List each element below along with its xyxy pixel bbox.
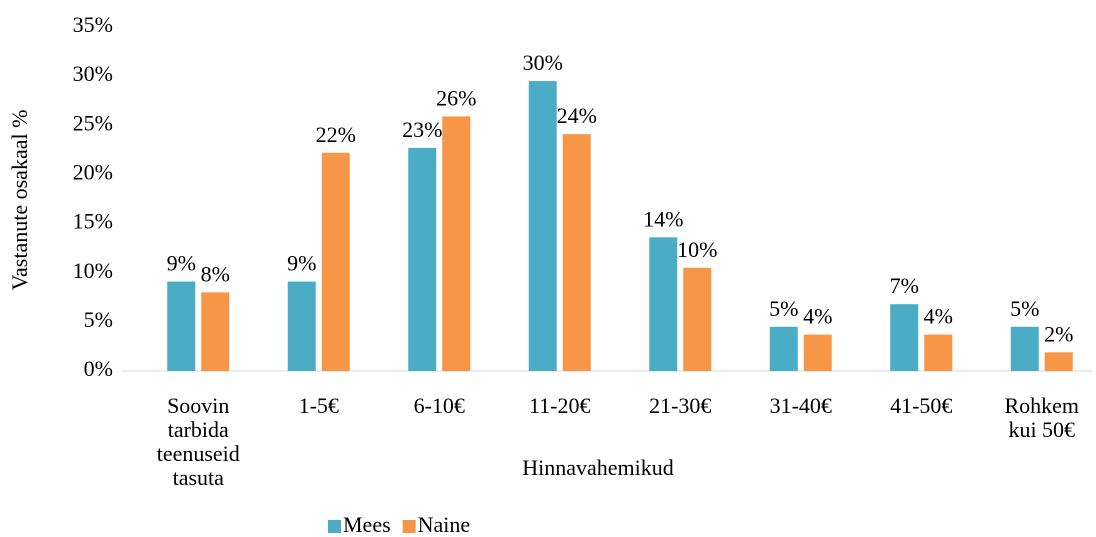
x-tick-label: 21-30€ bbox=[649, 393, 712, 418]
y-tick-label: 20% bbox=[73, 159, 113, 184]
x-tick-label: 31-40€ bbox=[769, 393, 832, 418]
legend-label: Mees bbox=[343, 512, 391, 537]
y-tick-label: 25% bbox=[73, 110, 113, 135]
data-label: 26% bbox=[436, 85, 476, 110]
bar bbox=[201, 292, 230, 371]
x-tick-label: 11-20€ bbox=[528, 393, 591, 418]
bar bbox=[321, 152, 350, 371]
bar bbox=[1010, 326, 1039, 371]
data-label: 10% bbox=[677, 237, 717, 262]
data-label: 23% bbox=[402, 117, 442, 142]
y-tick-label: 30% bbox=[73, 61, 113, 86]
bar bbox=[803, 334, 832, 371]
bar bbox=[683, 267, 712, 371]
data-label: 14% bbox=[643, 206, 683, 231]
bar bbox=[924, 334, 953, 371]
data-label: 4% bbox=[803, 304, 832, 329]
y-axis-title: Vastanute osakaal % bbox=[7, 110, 32, 291]
y-tick-label: 0% bbox=[84, 356, 113, 381]
data-label: 9% bbox=[167, 251, 196, 276]
bar bbox=[769, 326, 798, 371]
bar bbox=[890, 304, 919, 371]
legend-swatch bbox=[402, 520, 416, 533]
bar bbox=[649, 237, 678, 371]
data-label: 5% bbox=[1010, 296, 1039, 321]
bar bbox=[167, 281, 196, 371]
data-label: 4% bbox=[924, 304, 953, 329]
x-axis-title: Hinnavahemikud bbox=[522, 455, 674, 480]
data-label: 24% bbox=[557, 103, 597, 128]
x-tick-label: Rohkem kui 50€ bbox=[1004, 393, 1080, 442]
bar bbox=[442, 116, 471, 371]
data-label: 9% bbox=[287, 251, 316, 276]
data-label: 8% bbox=[201, 261, 230, 286]
bar bbox=[287, 281, 316, 371]
x-tick-label: 41-50€ bbox=[890, 393, 953, 418]
x-tick-label: 1-5€ bbox=[298, 393, 339, 418]
bar bbox=[562, 134, 591, 371]
legend-swatch bbox=[328, 520, 341, 533]
data-label: 5% bbox=[769, 296, 798, 321]
bar bbox=[408, 147, 437, 371]
data-label: 30% bbox=[523, 50, 563, 75]
legend-label: Naine bbox=[418, 512, 471, 537]
y-tick-label: 35% bbox=[73, 12, 113, 37]
data-label: 7% bbox=[890, 273, 919, 298]
y-tick-label: 5% bbox=[84, 307, 113, 332]
data-label: 22% bbox=[316, 122, 356, 147]
y-tick-label: 15% bbox=[73, 209, 113, 234]
bar bbox=[528, 81, 557, 372]
bar bbox=[1044, 352, 1073, 371]
data-label: 2% bbox=[1044, 321, 1073, 346]
x-tick-label: 6-10€ bbox=[413, 393, 465, 418]
x-tick-label: Soovin tarbida teenuseid tasuta bbox=[156, 393, 240, 490]
y-tick-label: 10% bbox=[73, 258, 113, 283]
